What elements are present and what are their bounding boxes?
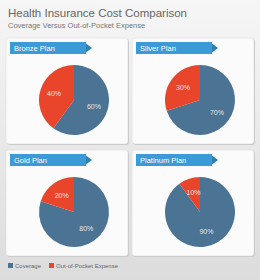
legend-label: Out-of-Pocket Expense bbox=[56, 263, 119, 269]
data-label: 80% bbox=[79, 225, 93, 232]
pie-slice bbox=[165, 177, 235, 247]
data-label: 10% bbox=[187, 189, 201, 196]
plan-title: Gold Plan bbox=[14, 156, 47, 165]
canvas: Health Insurance Cost Comparison Coverage… bbox=[0, 0, 260, 280]
plan-title: Bronze Plan bbox=[14, 44, 55, 53]
panel bbox=[6, 38, 128, 144]
pie-slice bbox=[41, 177, 74, 212]
ribbon bbox=[136, 42, 212, 54]
ribbon bbox=[10, 42, 86, 54]
data-label: 40% bbox=[47, 90, 61, 97]
panel-shadow bbox=[7, 39, 129, 145]
legend-swatch bbox=[49, 263, 54, 268]
ribbon bbox=[10, 154, 86, 166]
data-label: 90% bbox=[199, 228, 213, 235]
panel-shadow bbox=[133, 39, 255, 145]
data-label: 60% bbox=[87, 103, 101, 110]
panel-shadow bbox=[7, 151, 129, 257]
data-label: 20% bbox=[55, 192, 69, 199]
legend-swatch bbox=[8, 263, 13, 268]
title: Health Insurance Cost Comparison bbox=[8, 7, 187, 19]
subtitle: Coverage Versus Out-of-Pocket Expense bbox=[8, 21, 145, 30]
panel-shadow bbox=[133, 151, 255, 257]
panel bbox=[132, 150, 254, 256]
data-label: 70% bbox=[210, 109, 224, 116]
data-label: 30% bbox=[176, 84, 190, 91]
pie-slice bbox=[39, 177, 109, 247]
panel bbox=[6, 150, 128, 256]
pie-slice bbox=[179, 177, 200, 212]
legend-label: Coverage bbox=[15, 263, 42, 269]
plan-title: Silver Plan bbox=[140, 44, 176, 53]
pie-slice bbox=[39, 65, 74, 128]
plan-title: Platinum Plan bbox=[140, 156, 186, 165]
pie-slice bbox=[165, 65, 200, 111]
background bbox=[0, 0, 260, 280]
panel bbox=[132, 38, 254, 144]
ribbon bbox=[136, 154, 212, 166]
